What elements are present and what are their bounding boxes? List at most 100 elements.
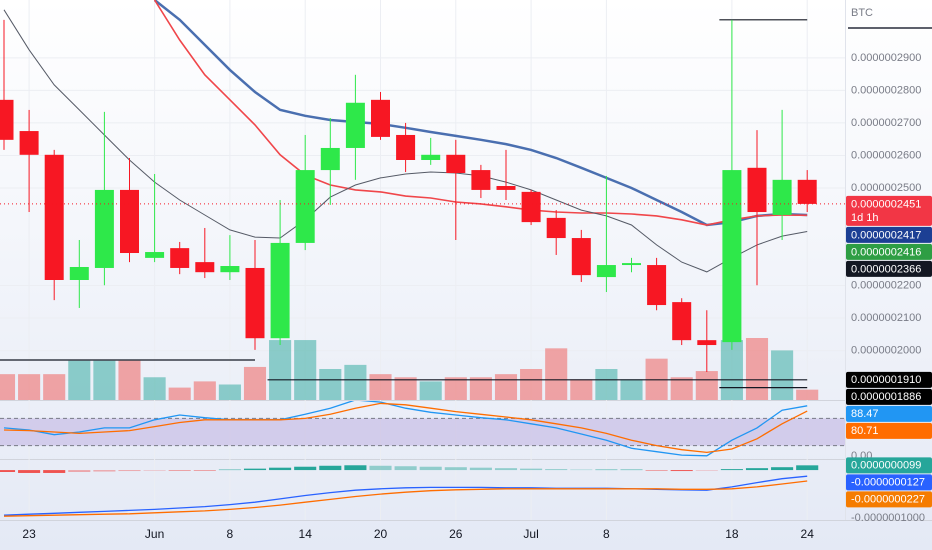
price-tag — [846, 405, 932, 422]
candle-body — [596, 265, 616, 278]
macd-histogram-bar — [319, 465, 342, 471]
price-tag-label: 0.0000002366 — [851, 263, 921, 275]
volume-bar — [796, 389, 819, 400]
volume-bar — [369, 374, 392, 400]
candle-body — [44, 154, 64, 280]
volume-bar — [294, 340, 317, 400]
candle-body — [195, 262, 215, 273]
price-tag — [846, 457, 932, 474]
macd-histogram-bar — [419, 466, 442, 471]
macd-histogram-bar — [68, 470, 91, 472]
volume-bar — [419, 381, 442, 400]
price-tag — [846, 388, 932, 405]
price-tag-label: 80.71 — [851, 425, 879, 437]
macd-histogram-bar — [269, 467, 292, 471]
candle-body — [546, 217, 566, 239]
x-tick-label: 23 — [22, 527, 36, 541]
price-tag — [846, 243, 932, 260]
candle-body — [421, 154, 441, 160]
volume-bar — [0, 374, 16, 400]
volume-bar — [595, 369, 618, 400]
volume-bar — [771, 350, 794, 400]
price-tag — [846, 371, 932, 388]
price-tag-label: 0.0000001886 — [851, 391, 921, 403]
rsi-band — [0, 418, 845, 446]
volume-bar — [720, 340, 743, 400]
price-pane — [0, 0, 845, 400]
candle-body — [697, 340, 717, 346]
volume-bar — [269, 340, 292, 400]
macd-histogram-bar — [494, 468, 518, 471]
price-tag-label: -0.0000000227 — [851, 494, 925, 506]
x-tick-label: 26 — [449, 527, 463, 541]
macd-histogram-bar — [18, 470, 41, 473]
volume-bar — [118, 360, 141, 400]
volume-bar — [520, 369, 543, 400]
candle-body — [295, 170, 315, 243]
y-tick-label: 0.0000002000 — [851, 344, 921, 356]
candle-body — [471, 170, 491, 190]
volume-bar — [168, 387, 191, 400]
macd-histogram-bar — [294, 466, 317, 471]
price-tag-label: 88.47 — [851, 408, 879, 420]
rsi-pane — [0, 401, 845, 457]
macd-histogram-bar — [243, 468, 267, 471]
volume-bar — [570, 379, 593, 400]
candle-body — [345, 102, 365, 148]
macd-histogram-bar — [670, 470, 693, 472]
y-tick-label: 0.0000002100 — [851, 312, 921, 324]
price-tag — [846, 226, 932, 243]
rsi-line — [3, 402, 808, 454]
macd-histogram-bar — [444, 467, 467, 471]
x-tick-label: 24 — [801, 527, 815, 541]
candle-body — [747, 167, 767, 213]
volume-bar — [394, 377, 417, 400]
candle-body — [0, 99, 14, 140]
countdown: 1d 1h — [851, 212, 879, 224]
moving-average — [3, 9, 808, 273]
x-tick-label: Jun — [145, 527, 164, 541]
macd-histogram-bar — [545, 469, 568, 471]
macd-histogram-bar — [43, 470, 66, 473]
x-tick-label: 20 — [374, 527, 388, 541]
price-tag-label: 0.0000002417 — [851, 229, 921, 241]
volume-bar — [670, 377, 693, 400]
candle-body — [220, 266, 240, 273]
candle-body — [120, 189, 139, 254]
volume-bar — [344, 364, 367, 400]
candle-body — [571, 238, 591, 276]
volume-bar — [93, 360, 116, 400]
candle-body — [94, 189, 114, 268]
candle-body — [270, 242, 290, 339]
volume-bar — [218, 384, 241, 400]
price-tag — [846, 260, 932, 277]
macd-histogram-bar — [344, 465, 367, 471]
macd-histogram-bar — [520, 468, 543, 471]
candle-body — [446, 154, 466, 174]
x-tick-label: 8 — [603, 527, 610, 541]
volume-bar — [319, 369, 342, 400]
volume-bar — [469, 377, 492, 400]
macd-histogram-bar — [118, 470, 141, 472]
macd-histogram-bar — [0, 470, 16, 472]
macd-histogram-bar — [93, 470, 116, 472]
candle-body — [647, 265, 667, 306]
rsi-line — [3, 401, 808, 457]
volume-bar — [494, 374, 518, 400]
candle-body — [396, 134, 416, 160]
moving-average — [153, 0, 808, 227]
y-tick-label: 0.0000002500 — [851, 182, 921, 194]
volume-bar — [620, 379, 643, 400]
currency-label: BTC — [851, 7, 873, 19]
macd-histogram-bar — [745, 468, 769, 471]
macd-pane — [0, 465, 819, 517]
x-tick-label: 18 — [725, 527, 739, 541]
price-tag-label: 0.0000001910 — [851, 374, 921, 386]
price-tag — [846, 422, 932, 439]
volume-bar — [68, 360, 91, 400]
candle-body — [69, 266, 89, 280]
price-tag-label: -0.0000000127 — [851, 477, 925, 489]
volume-bar — [43, 374, 66, 400]
